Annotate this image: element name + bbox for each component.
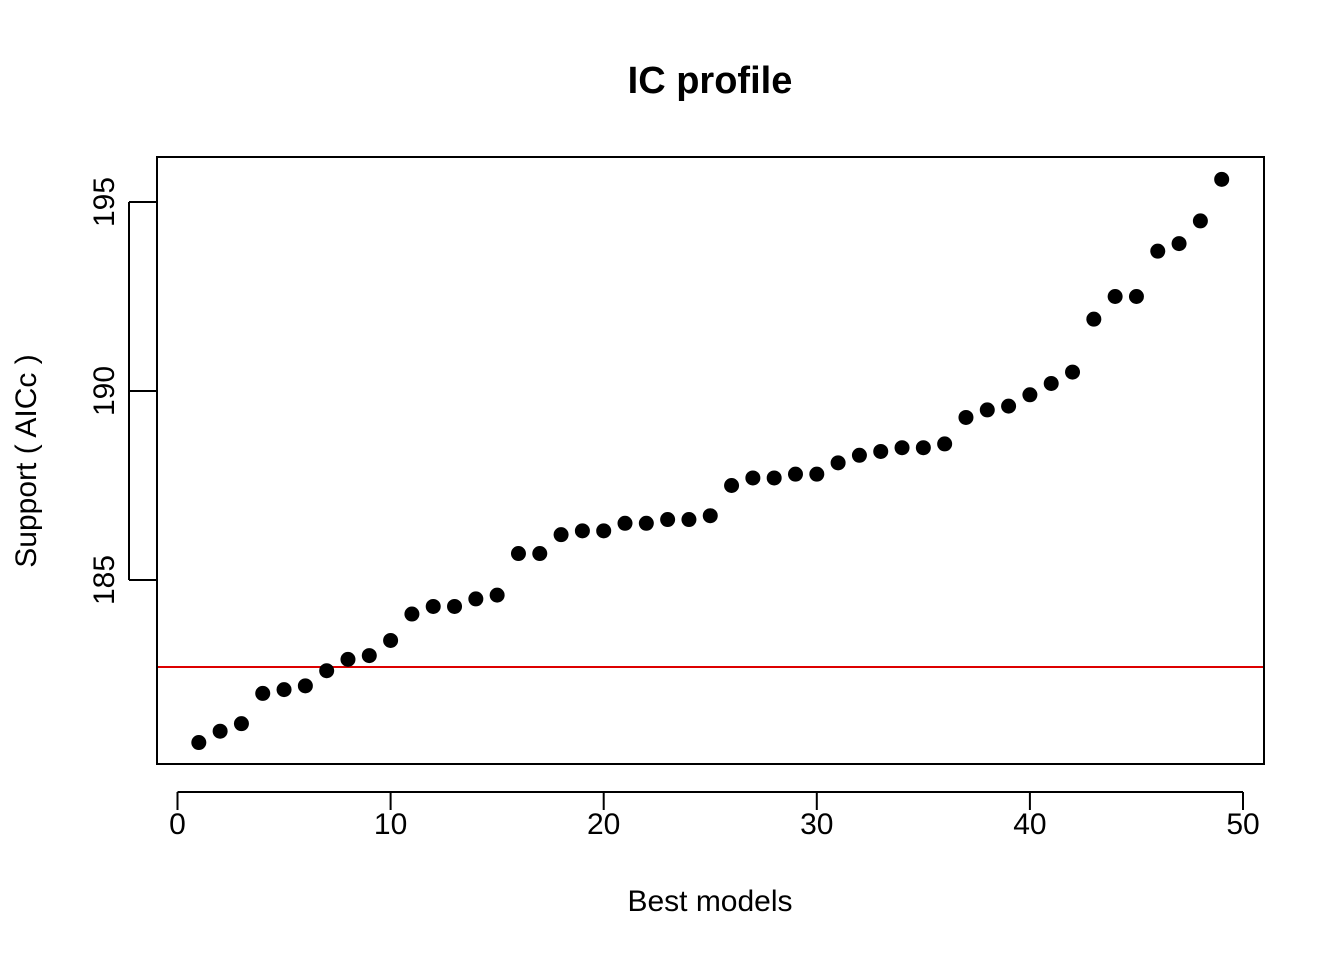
data-point <box>553 527 569 543</box>
data-point <box>681 512 697 528</box>
data-point <box>702 508 718 524</box>
y-tick-label: 190 <box>88 366 121 416</box>
data-point <box>787 466 803 482</box>
data-point <box>958 409 974 425</box>
data-point <box>830 455 846 471</box>
data-point <box>1001 398 1017 414</box>
data-point <box>873 443 889 459</box>
data-point <box>1022 387 1038 403</box>
data-point <box>297 678 313 694</box>
data-point <box>574 523 590 539</box>
y-tick-label: 195 <box>88 177 121 227</box>
x-tick-label: 40 <box>1013 808 1046 841</box>
data-point <box>1192 213 1208 229</box>
data-point <box>1107 289 1123 304</box>
x-tick-label: 0 <box>169 808 186 841</box>
data-point <box>1150 243 1166 259</box>
data-point <box>809 466 825 482</box>
y-axis: 185 190 195 <box>88 177 157 605</box>
data-point <box>1086 311 1102 327</box>
data-points <box>191 171 1230 751</box>
data-point <box>361 648 377 664</box>
data-point <box>255 685 271 701</box>
data-point <box>191 735 207 751</box>
x-tick-label: 10 <box>374 808 407 841</box>
data-point <box>1065 364 1081 380</box>
data-point <box>617 515 633 531</box>
data-point <box>1214 171 1230 187</box>
data-point <box>489 587 505 603</box>
data-point <box>233 716 249 732</box>
data-point <box>1043 375 1059 391</box>
x-axis-label: Best models <box>627 885 792 918</box>
data-point <box>532 546 548 562</box>
chart-title: IC profile <box>628 60 793 102</box>
y-axis-label: Support ( AICc ) <box>10 354 43 567</box>
x-tick-label: 30 <box>800 808 833 841</box>
data-point <box>766 470 782 486</box>
data-point <box>851 447 867 463</box>
data-point <box>383 632 399 648</box>
data-point <box>937 436 953 452</box>
data-point <box>425 598 441 614</box>
data-point <box>276 682 292 698</box>
data-point <box>745 470 761 486</box>
data-point <box>894 440 910 456</box>
data-point <box>1128 289 1144 304</box>
data-point <box>510 546 526 562</box>
data-point <box>468 591 484 607</box>
y-tick-label: 185 <box>88 555 121 605</box>
data-point <box>404 606 420 622</box>
data-point <box>340 651 356 667</box>
x-axis: 0 10 20 30 40 50 <box>169 791 1260 841</box>
data-point <box>1171 236 1187 252</box>
data-point <box>596 523 612 539</box>
data-point <box>638 515 654 531</box>
x-tick-label: 20 <box>587 808 620 841</box>
data-point <box>915 440 931 456</box>
data-point <box>447 598 463 614</box>
data-point <box>724 478 740 493</box>
data-point <box>979 402 995 418</box>
x-tick-label: 50 <box>1226 808 1259 841</box>
data-point <box>212 723 228 739</box>
data-point <box>319 663 335 679</box>
data-point <box>660 512 676 528</box>
